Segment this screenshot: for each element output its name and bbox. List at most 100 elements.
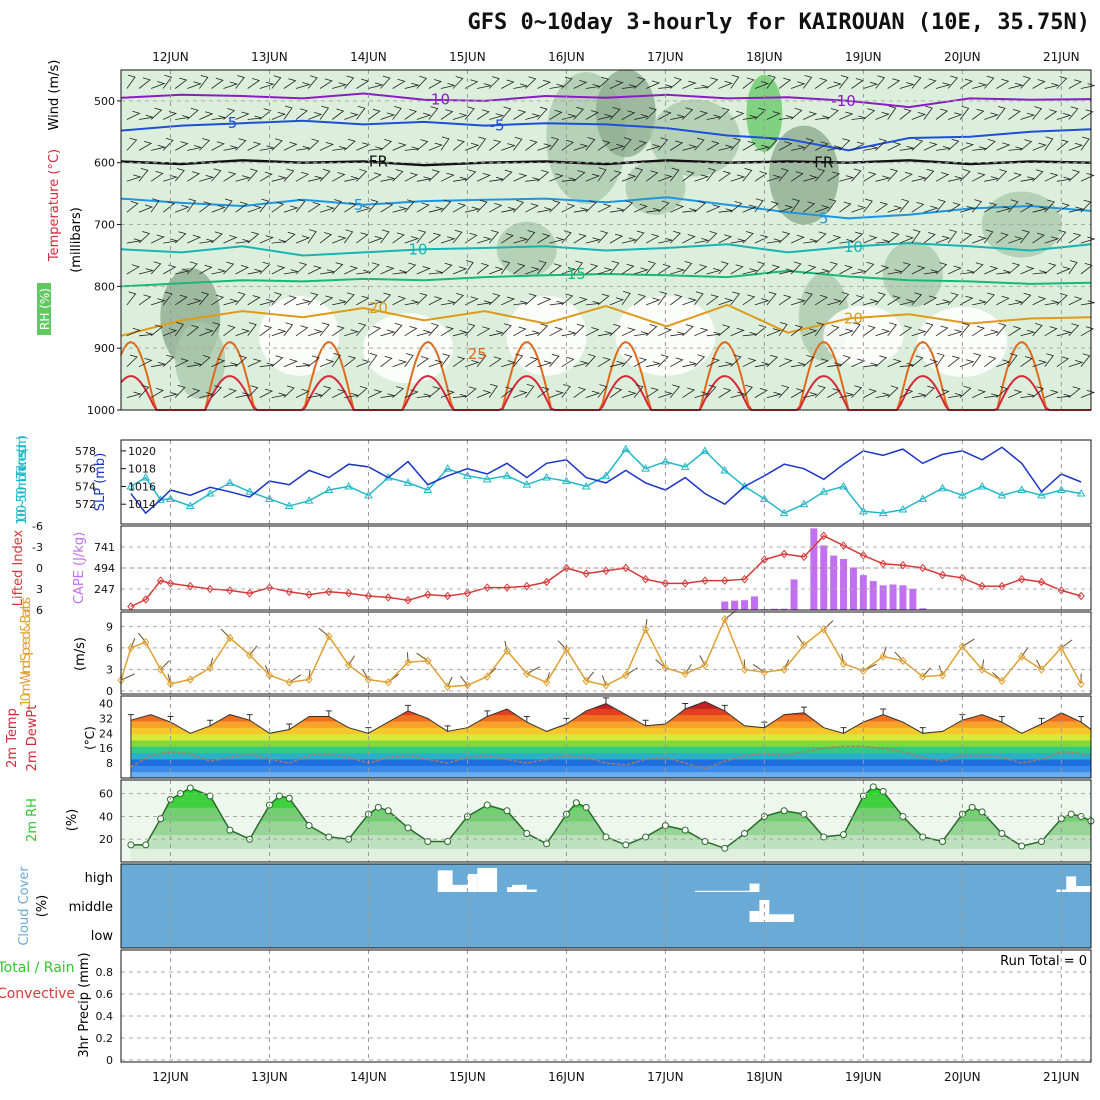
wind-barb: [790, 298, 806, 306]
wind-speed-point: [978, 665, 986, 674]
wind-barb: [368, 325, 382, 337]
minmax-marker: [325, 710, 332, 717]
precip-tick-label: 0: [106, 1054, 113, 1067]
wind-barb: [440, 136, 450, 151]
wind-barb: [827, 261, 838, 275]
wind-barb: [1080, 173, 1095, 182]
lifted-index-point: [523, 581, 531, 591]
wind-barb: [984, 355, 997, 368]
wind-barb: [537, 207, 552, 213]
thickness-point: [185, 501, 195, 509]
wind-barb: [790, 261, 802, 275]
wind-barb: [682, 387, 696, 398]
wind-speed-point: [443, 682, 452, 691]
wind-barb: [802, 355, 815, 367]
wind-barb: [344, 292, 355, 306]
lifted-index-point: [582, 569, 590, 578]
wind-barb: [1068, 296, 1083, 306]
wind-barb: [645, 387, 659, 398]
wind-barb: [899, 235, 915, 244]
cloud-label: Cloud Cover: [17, 866, 32, 946]
wind-speed-point: [760, 668, 769, 677]
wind-barb: [947, 112, 963, 120]
wind-barb: [525, 330, 540, 337]
wind-speed-point: [998, 676, 1006, 686]
wind-barb: [621, 390, 637, 398]
wind-barb: [947, 138, 960, 151]
wind-barb: [452, 202, 467, 213]
top-date-label: 16JUN: [548, 50, 585, 64]
cape-tick-label: 741: [94, 541, 115, 554]
wind-barb: [187, 81, 202, 89]
wind-barb: [621, 327, 636, 337]
wind-barb: [851, 231, 864, 244]
top-date-label: 20JUN: [944, 50, 981, 64]
wind-barb: [537, 360, 553, 368]
wind-barb: [488, 230, 499, 244]
wind-barb: [827, 325, 840, 337]
wind-barb: [875, 355, 888, 368]
wind-barb: [633, 77, 646, 89]
wind-barb: [875, 265, 890, 275]
wind-barb: [875, 292, 886, 306]
slp-tick-label: 1018: [128, 463, 156, 476]
wind-barb: [1044, 172, 1059, 182]
thickness-point: [463, 471, 472, 479]
rh-dry-area: [363, 313, 454, 384]
wind-barb: [682, 297, 697, 306]
wind-barb: [428, 169, 440, 182]
pressure-tick-label: 900: [94, 342, 115, 355]
wind-barb: [513, 353, 524, 367]
top-date-label: 15JUN: [449, 50, 486, 64]
wind-barb: [428, 79, 443, 89]
wind-barb: [1008, 389, 1023, 398]
wind-barb: [911, 138, 924, 151]
wind-barb: [235, 201, 248, 213]
wind-barb: [1020, 266, 1035, 275]
wind-barb: [573, 360, 589, 368]
isotherm-20: [120, 303, 1092, 337]
lifted-index-point: [978, 581, 986, 591]
wind-barb: [283, 78, 297, 89]
wind-barb: [670, 77, 682, 89]
wind-barb: [694, 391, 710, 398]
wind-barb: [416, 112, 432, 120]
rh2m-point: [424, 838, 432, 845]
wind-barb: [1020, 202, 1034, 213]
rh-tick-label: 40: [99, 810, 113, 823]
rh2m-point: [206, 792, 214, 800]
isotherm--10: [120, 92, 1092, 109]
wind-barb: [488, 356, 502, 368]
wind-barb: [766, 74, 776, 89]
wind-barb: [501, 233, 514, 244]
wind-speed-point: [681, 669, 689, 679]
wind-barb: [1020, 356, 1033, 368]
wind-barb: [525, 139, 538, 151]
panel-frame-wind: [120, 611, 1092, 695]
wind-barb: [972, 389, 987, 398]
lifted-index-point: [424, 590, 432, 599]
thickness-point: [1076, 489, 1086, 497]
top-date-label: 18JUN: [746, 50, 783, 64]
wind-barb: [887, 231, 900, 244]
isotherm-label-FR: FR: [369, 152, 388, 170]
lifted-index-point: [800, 552, 808, 562]
wind-barb: [573, 80, 588, 89]
isotherm-label-25: 25: [468, 345, 487, 363]
wind-barb: [899, 108, 912, 120]
legend-temperature: Temperature (°C): [47, 149, 62, 262]
wind-barb: [658, 327, 673, 337]
slp-tick-label: 1016: [128, 480, 156, 493]
wind-barb: [477, 300, 492, 306]
wind-barb: [440, 262, 453, 275]
wind-barb: [1008, 262, 1021, 275]
wind-barb: [959, 232, 973, 244]
wind-barb: [295, 262, 307, 275]
wind-barb: [694, 327, 709, 337]
wind-barb: [597, 293, 610, 306]
wind-barb: [344, 138, 356, 151]
wind-barb: [440, 236, 456, 244]
top-date-label: 14JUN: [350, 50, 387, 64]
dewpt-label: 2m DewPt: [25, 705, 40, 772]
slp-tick-label: 1014: [128, 498, 156, 511]
